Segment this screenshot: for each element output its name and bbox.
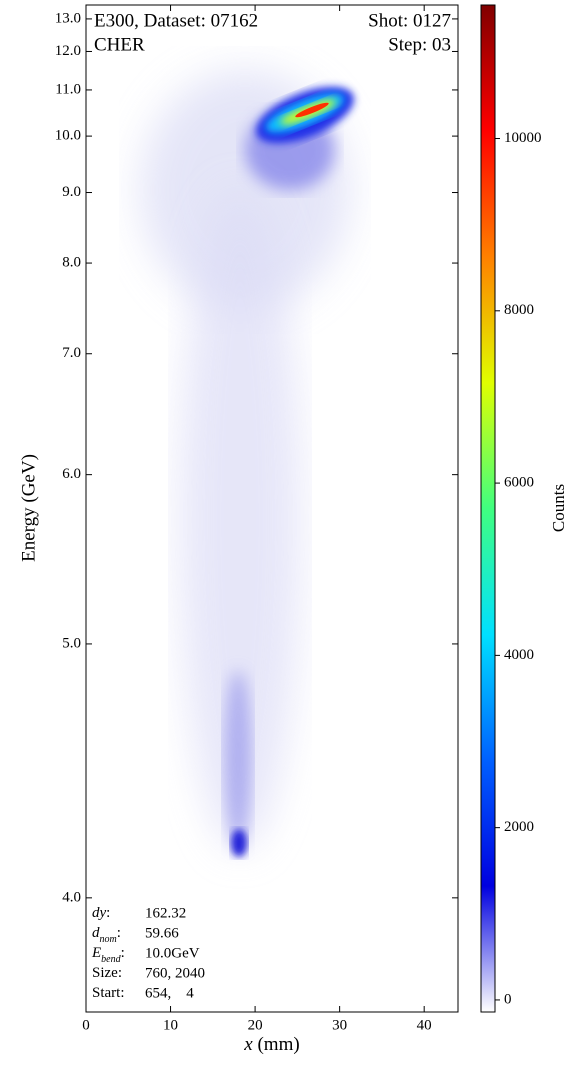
title: Step: 03 xyxy=(388,34,451,55)
colorbar-tick-label: 4000 xyxy=(504,647,534,663)
y-tick-label: 12.0 xyxy=(55,43,81,59)
heatmap-image xyxy=(140,70,354,857)
info-label: dnom: xyxy=(92,925,121,944)
info-value: 10.0GeV xyxy=(145,945,200,961)
info-label-suffix: : xyxy=(106,905,110,921)
info-value: 162.32 xyxy=(145,905,186,921)
y-tick-label: 8.0 xyxy=(62,254,81,270)
colorbar-tick-label: 6000 xyxy=(504,475,534,491)
x-tick-label: 20 xyxy=(248,1017,263,1033)
info-label: Size: xyxy=(92,965,122,981)
info-label-main: E xyxy=(91,945,101,961)
y-tick-label: 4.0 xyxy=(62,889,81,905)
info-label-main: Start: xyxy=(92,985,125,1001)
title: Shot: 0127 xyxy=(368,10,451,31)
y-tick-label: 13.0 xyxy=(55,10,81,26)
info-value: 59.66 xyxy=(145,925,179,941)
y-axis-label: Energy (GeV) xyxy=(18,454,39,562)
y-tick-label: 7.0 xyxy=(62,345,81,361)
y-tick-label: 11.0 xyxy=(55,81,81,97)
colorbar-tick-label: 8000 xyxy=(504,302,534,318)
info-value: 654, 4 xyxy=(145,985,194,1001)
colorbar-tick-label: 2000 xyxy=(504,819,534,835)
info-label-suffix: : xyxy=(117,925,121,941)
colorbar-tick-label: 0 xyxy=(504,991,512,1007)
info-label-suffix: : xyxy=(121,945,125,961)
colorbar-label: Counts xyxy=(549,484,568,532)
info-label: dy: xyxy=(92,905,110,921)
x-tick-label: 0 xyxy=(82,1017,90,1033)
y-tick-label: 10.0 xyxy=(55,128,81,144)
title: CHER xyxy=(94,34,145,55)
x-axis-label-var: x xyxy=(243,1034,253,1055)
x-axis-label-unit: (mm) xyxy=(257,1034,299,1055)
y-tick-label: 9.0 xyxy=(62,184,81,200)
plot-frame xyxy=(85,4,459,1013)
colorbar xyxy=(480,4,496,1013)
y-tick-label: 5.0 xyxy=(62,635,81,651)
info-label-sub: nom xyxy=(100,934,117,945)
info-label: Ebend: xyxy=(91,945,125,964)
info-value: 760, 2040 xyxy=(145,965,205,981)
info-label-main: Size: xyxy=(92,965,122,981)
colorbar-tick-label: 10000 xyxy=(504,130,542,146)
x-tick-label: 40 xyxy=(417,1017,432,1033)
x-axis-label: x (mm) xyxy=(243,1034,299,1055)
y-tick-label: 6.0 xyxy=(62,466,81,482)
info-label-sub: bend xyxy=(101,954,121,965)
info-label-main: dy xyxy=(92,905,107,921)
x-tick-label: 10 xyxy=(163,1017,178,1033)
info-label: Start: xyxy=(92,985,125,1001)
x-tick-label: 30 xyxy=(332,1017,347,1033)
title: E300, Dataset: 07162 xyxy=(94,10,258,31)
info-label-main: d xyxy=(92,925,100,941)
